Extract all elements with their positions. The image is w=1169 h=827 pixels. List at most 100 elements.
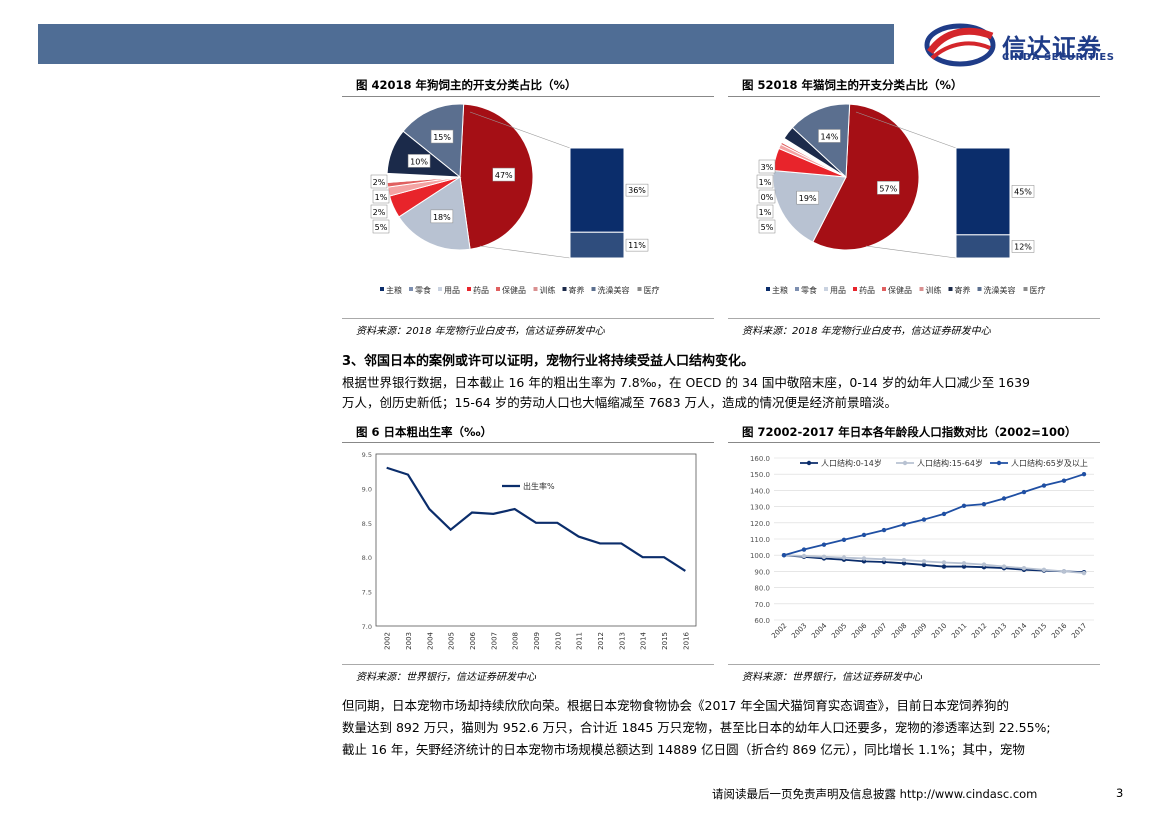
series-point: [921, 559, 927, 564]
legend-swatch: [438, 287, 442, 291]
y-tick-label: 8.5: [362, 520, 372, 528]
x-tick-label: 2006: [469, 631, 477, 649]
legend-swatch: [948, 287, 953, 291]
fig4-top-rule: [342, 96, 714, 97]
legend-entry: 洗澡美容: [598, 285, 630, 295]
pie-slice-label: 5%: [375, 223, 388, 232]
series-point: [1061, 478, 1067, 483]
x-tick-label: 2016: [682, 631, 690, 649]
series-point: [821, 554, 827, 560]
series-point: [901, 561, 907, 566]
x-tick-label: 2005: [448, 632, 456, 650]
pie-slice-label: 14%: [821, 132, 839, 141]
legend-entry: 保健品: [502, 285, 526, 295]
logo-chinese-name: 信达证券: [1002, 34, 1102, 62]
legend-entry: 出生率%: [523, 481, 555, 491]
breakout-connector: [469, 111, 571, 149]
pie-label-box: [407, 154, 431, 168]
legend-entry: 人口结构:15-64岁: [917, 458, 983, 468]
paragraph-2: 但同期，日本宠物市场却持续欣欣向荣。根据日本宠物食物协会《2017 年全国犬猫饲…: [342, 695, 1122, 761]
series-point: [1001, 564, 1007, 569]
series-point: [1081, 570, 1087, 576]
x-tick-label: 2013: [618, 632, 626, 650]
series-point: [921, 517, 927, 522]
fig5-bottom-rule: [728, 318, 1100, 319]
y-tick-label: 150.0: [750, 471, 770, 479]
fig5-top-rule: [728, 96, 1100, 97]
y-tick-label: 8.0: [362, 554, 372, 562]
x-tick-label: 2003: [790, 622, 808, 640]
page-number: 3: [1116, 786, 1124, 800]
fig4-title: 图 42018 年狗饲主的开支分类占比（%）: [356, 78, 577, 92]
series-point: [781, 553, 787, 558]
pie-label-box: [430, 129, 454, 144]
pie-slice-label: 10%: [410, 157, 428, 166]
y-tick-label: 130.0: [750, 504, 770, 512]
x-tick-label: 2016: [1050, 621, 1069, 640]
pie-label-box: [758, 219, 776, 234]
series-point: [861, 532, 867, 538]
legend-swatch: [1023, 287, 1028, 291]
x-tick-label: 2014: [640, 631, 648, 649]
y-tick-label: 160.0: [750, 455, 770, 463]
x-tick-label: 2010: [554, 632, 562, 650]
x-tick-label: 2003: [405, 632, 413, 650]
y-tick-label: 70.0: [754, 601, 770, 609]
series-line: [386, 466, 686, 572]
legend-swatch: [977, 287, 982, 291]
fig7-source: 资料来源：世界银行，信达证券研发中心: [742, 672, 922, 683]
legend-swatch: [467, 287, 471, 291]
breakout-segment: [955, 147, 1011, 236]
legend-swatch: [591, 287, 596, 291]
legend-entry: 人口结构:65岁及以上: [1011, 458, 1088, 468]
breakout-label: 36%: [628, 186, 646, 195]
pie-label-box: [430, 209, 454, 224]
x-tick-label: 2014: [1010, 621, 1029, 640]
legend-entry: 人口结构:0-14岁: [821, 458, 882, 468]
series-point: [841, 537, 847, 543]
legend-swatch: [766, 287, 770, 291]
legend-swatch: [533, 287, 538, 291]
fig6-top-rule: [342, 442, 714, 443]
x-tick-label: 2005: [830, 622, 848, 640]
pie-label-box: [758, 159, 776, 174]
series-point: [941, 560, 947, 565]
legend-entry: 零食: [801, 285, 817, 295]
pie-label-box: [756, 174, 774, 189]
legend-entry: 训练: [926, 285, 942, 295]
legend-swatch: [882, 287, 886, 291]
series-point: [961, 561, 967, 566]
series-point: [1041, 567, 1047, 572]
series-point: [1021, 565, 1027, 571]
pie-label-box: [877, 181, 900, 195]
legend-entry: 药品: [473, 285, 489, 295]
y-tick-label: 100.0: [750, 552, 770, 560]
legend-entry: 药品: [859, 285, 875, 295]
breakout-segment: [569, 231, 625, 259]
pie-slice-label: 3%: [761, 163, 774, 172]
pie-label-box: [372, 219, 390, 234]
breakout-label-box: [625, 238, 649, 252]
breakout-label-box: [625, 183, 649, 197]
x-tick-label: 2011: [950, 622, 968, 640]
paragraph-1-line-1: 根据世界银行数据，日本截止 16 年的粗出生率为 7.8‰，在 OECD 的 3…: [342, 375, 1030, 390]
section-title: 3、邻国日本的案例或许可以证明，宠物行业将持续受益人口结构变化。: [342, 354, 755, 369]
fig6-source: 资料来源：世界银行，信达证券研发中心: [356, 672, 536, 683]
x-tick-label: 2015: [1030, 622, 1048, 640]
x-tick-label: 2015: [661, 632, 669, 650]
y-tick-label: 9.0: [362, 485, 372, 493]
legend-swatch: [637, 287, 642, 291]
y-tick-label: 110.0: [750, 536, 770, 544]
legend-swatch: [919, 287, 924, 291]
fig6-line-chart: 7.0 7.5 8.0 8.5 9.0 9.5 2002 2003 2004 2005 2006 20…: [362, 451, 697, 650]
pie-label-box: [370, 204, 388, 219]
series-line: [783, 554, 1085, 574]
legend-entry: 洗澡美容: [984, 285, 1016, 295]
series-point: [881, 557, 887, 562]
x-tick-label: 2007: [870, 622, 888, 640]
breakout-connector: [479, 245, 571, 259]
breakout-connector: [865, 245, 957, 259]
pie-slice-label: 47%: [495, 171, 513, 180]
pie-label-box: [796, 190, 819, 205]
x-tick-label: 2007: [490, 632, 498, 650]
